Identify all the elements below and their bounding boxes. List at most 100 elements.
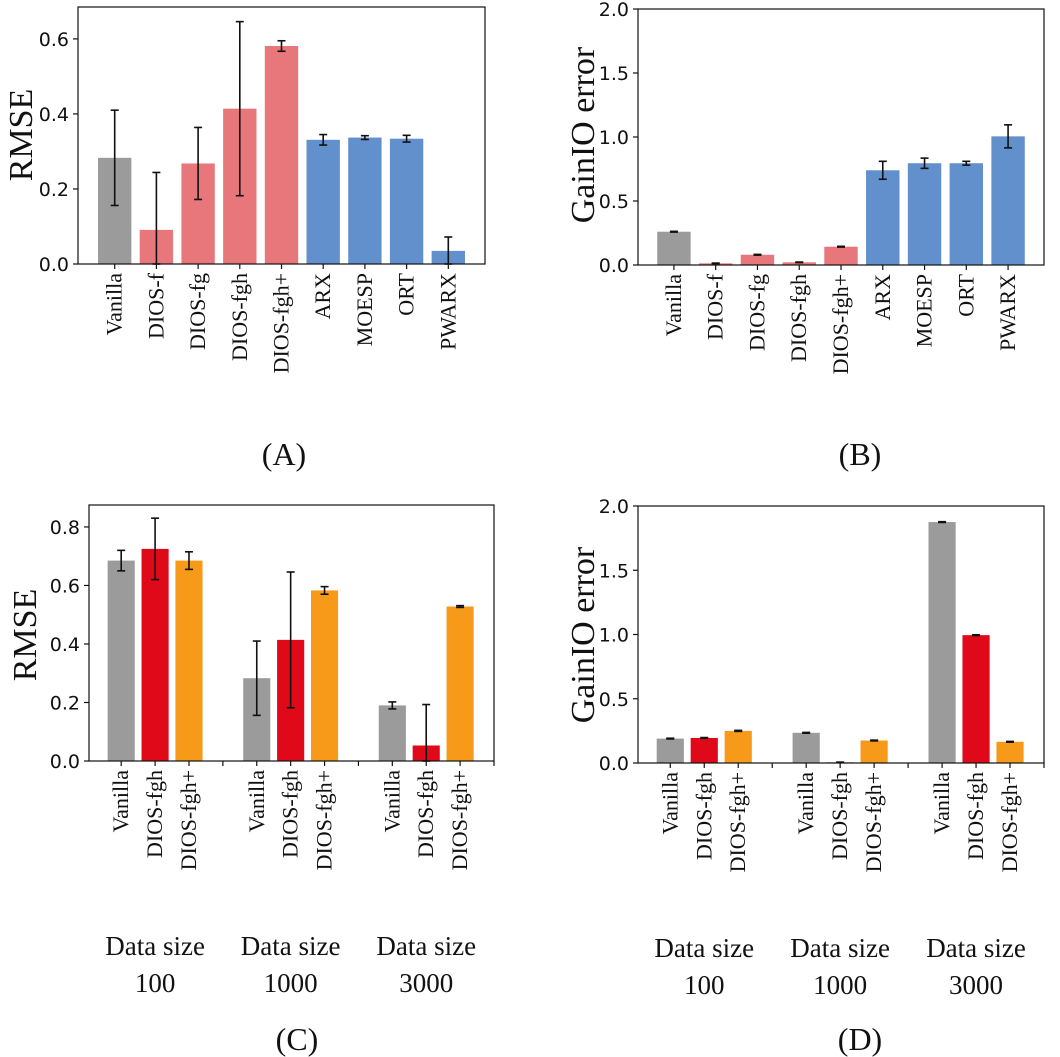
error-bar: [277, 39, 286, 53]
error-bar: [734, 729, 743, 733]
bar: [860, 740, 888, 763]
bar: [866, 170, 900, 265]
x-tick-label: Vanilla: [793, 772, 818, 835]
x-tick-label: Vanilla: [379, 770, 404, 833]
group-label-line1: Data size: [926, 933, 1026, 963]
x-tick-label: PWARX: [995, 274, 1020, 351]
bar: [175, 560, 203, 761]
bar: [782, 262, 816, 265]
x-tick-label: Vanilla: [661, 274, 686, 337]
error-bar: [184, 551, 193, 571]
group-label-line1: Data size: [654, 933, 754, 963]
error-bar: [194, 126, 203, 201]
error-bar: [711, 262, 720, 265]
error-bar: [320, 585, 329, 596]
x-tick-label: PWARX: [435, 273, 460, 350]
y-tick-label: 2.0: [599, 0, 629, 21]
bar: [378, 705, 406, 761]
bar: [824, 246, 858, 265]
error-bar: [962, 160, 971, 166]
y-axis-label: RMSE: [7, 589, 44, 682]
x-tick-label: MOESP: [912, 274, 937, 347]
y-tick-label: 0.0: [599, 255, 629, 277]
plot-frame: [77, 6, 486, 265]
x-tick-label: DIOS-fgh: [691, 772, 716, 860]
error-bar: [235, 20, 244, 197]
x-tick-label: DIOS-fgh: [963, 772, 988, 860]
x-tick-label: DIOS-fgh+: [997, 772, 1022, 872]
x-tick-label: DIOS-fgh: [786, 274, 811, 362]
group-label-line1: Data size: [376, 931, 476, 961]
error-bar: [666, 737, 675, 740]
error-bar: [1006, 740, 1015, 743]
error-bar: [669, 230, 678, 233]
panel-label: (D): [838, 1021, 882, 1057]
x-tick-label: DIOS-fgh: [142, 770, 167, 858]
bar: [740, 254, 775, 265]
error-bar: [870, 739, 879, 742]
error-bar: [151, 517, 160, 581]
bar: [996, 741, 1024, 763]
y-tick-label: 0.4: [50, 634, 80, 656]
x-tick-label: DIOS-fgh+: [725, 772, 750, 872]
bar: [446, 606, 474, 761]
x-tick-label: Vanilla: [929, 772, 954, 835]
bar: [107, 560, 135, 761]
plot-frame: [637, 505, 1045, 764]
group-label-line1: Data size: [105, 931, 205, 961]
error-bar: [837, 245, 845, 248]
x-tick-label: Vanilla: [108, 770, 133, 833]
y-tick-label: 0.0: [599, 753, 629, 775]
bar: [928, 522, 956, 763]
bar: [656, 738, 684, 763]
bar: [690, 737, 718, 763]
x-tick-label: DIOS-f: [143, 272, 168, 339]
x-tick-label: ORT: [953, 273, 978, 316]
x-tick-label: Vanilla: [244, 770, 269, 833]
group-label-line2: 3000: [949, 970, 1003, 1000]
group-label-line2: 1000: [264, 968, 318, 998]
panel-d: Vanilla DIOS-fgh DIOS-fgh+ Vanilla DIOS-fgh D…: [565, 496, 1045, 1057]
y-tick-label: 2.0: [599, 496, 629, 518]
panel-b: Vanilla DIOS-f DIOS-fg DIOS-fgh DIOS-fgh+ ARX…: [565, 0, 1045, 472]
group-label-line2: 100: [135, 968, 176, 998]
group-label-line2: 1000: [813, 970, 867, 1000]
x-tick-label: Vanilla: [102, 273, 127, 336]
error-bar: [938, 520, 947, 524]
x-tick-label: MOESP: [352, 273, 377, 346]
error-bar: [319, 133, 328, 146]
x-tick-label: DIOS-fgh+: [312, 770, 337, 870]
bar: [348, 137, 382, 264]
x-tick-label: DIOS-fg: [744, 274, 769, 351]
bar: [306, 139, 340, 264]
error-bar: [110, 109, 119, 207]
error-bar: [795, 261, 804, 264]
bar: [141, 548, 169, 761]
x-tick-label: DIOS-fgh+: [269, 273, 294, 373]
error-bar: [972, 633, 981, 637]
group-label-line2: 3000: [399, 968, 453, 998]
error-bar: [252, 640, 261, 717]
plot-frame: [88, 504, 495, 762]
error-bar: [753, 253, 762, 256]
y-tick-label: 1.5: [599, 63, 629, 85]
group-label-line1: Data size: [790, 933, 890, 963]
group-label-line1: Data size: [241, 931, 341, 961]
bar: [962, 635, 990, 763]
y-tick-label: 0.2: [39, 179, 69, 201]
error-bar: [360, 134, 369, 141]
panel-a: Vanilla DIOS-f DIOS-fg DIOS-fgh DIOS-fgh+ ARX…: [3, 6, 486, 472]
error-bar: [878, 160, 887, 181]
x-tick-label: ARX: [870, 274, 895, 321]
y-axis-label: GainIO error: [565, 46, 602, 223]
error-bar: [456, 604, 465, 609]
y-tick-label: 0.0: [50, 751, 80, 773]
y-tick-label: 1.0: [599, 625, 629, 647]
panel-label: (A): [262, 436, 306, 472]
error-bar: [402, 134, 411, 143]
panel-label: (C): [276, 1021, 319, 1057]
x-tick-label: Vanilla: [657, 772, 682, 835]
y-tick-label: 0.6: [50, 575, 80, 597]
error-bar: [920, 157, 929, 170]
